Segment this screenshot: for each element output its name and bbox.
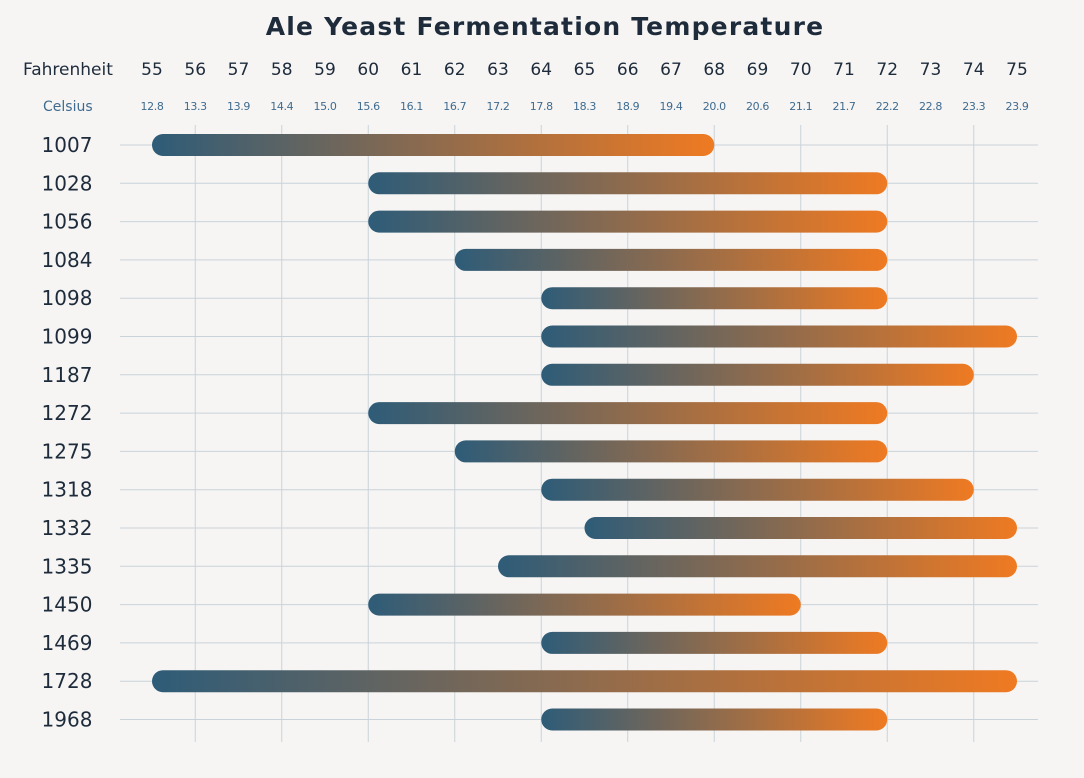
- fahrenheit-tick-label: 67: [660, 60, 682, 80]
- range-bar-1332: [584, 517, 1017, 539]
- range-bar-1728: [152, 670, 1017, 693]
- range-bar-1272: [368, 402, 888, 425]
- celsius-tick-label: 22.2: [876, 100, 899, 113]
- celsius-tick-label: 21.7: [833, 100, 856, 113]
- yeast-strain-label: 1056: [42, 210, 93, 234]
- range-bar-1469: [541, 631, 888, 654]
- celsius-tick-label: 15.0: [314, 100, 337, 113]
- celsius-axis-label: Celsius: [43, 99, 93, 115]
- fahrenheit-tick-label: 65: [574, 60, 596, 80]
- range-bar-1056: [368, 210, 888, 233]
- fahrenheit-tick-label: 56: [184, 60, 206, 80]
- chart-title: Ale Yeast Fermentation Temperature: [266, 12, 825, 41]
- yeast-strain-label: 1275: [42, 439, 93, 463]
- fahrenheit-tick-label: 60: [357, 60, 379, 80]
- celsius-tick-label: 23.9: [1006, 100, 1029, 113]
- celsius-tick-label: 16.7: [443, 100, 466, 113]
- range-bar-1450: [368, 593, 801, 616]
- celsius-tick-label: 21.1: [789, 100, 812, 113]
- yeast-strain-label: 1187: [42, 363, 93, 387]
- range-bar-1335: [498, 555, 1017, 578]
- fahrenheit-tick-label: 69: [747, 60, 769, 80]
- range-bar-1028: [368, 172, 888, 195]
- range-bars: [152, 134, 1017, 731]
- fahrenheit-tick-label: 58: [271, 60, 293, 80]
- celsius-tick-label: 12.8: [141, 100, 164, 113]
- yeast-strain-label: 1728: [42, 669, 93, 693]
- range-bar-1098: [541, 287, 888, 310]
- celsius-tick-label: 14.4: [270, 100, 293, 113]
- fahrenheit-tick-label: 75: [1006, 60, 1028, 80]
- category-labels: 1007 1028 1056 1084 1098 1099 1187 1272 1275 1318…: [42, 133, 93, 732]
- fahrenheit-tick-label: 55: [141, 60, 163, 80]
- fahrenheit-tick-label: 70: [790, 60, 812, 80]
- celsius-tick-label: 22.8: [919, 100, 942, 113]
- fahrenheit-tick-label: 72: [876, 60, 898, 80]
- fahrenheit-tick-label: 63: [487, 60, 509, 80]
- celsius-tick-label: 18.9: [616, 100, 639, 113]
- yeast-strain-label: 1099: [42, 325, 93, 349]
- celsius-tick-label: 20.6: [746, 100, 769, 113]
- celsius-tick-label: 13.9: [227, 100, 250, 113]
- celsius-tick-label: 17.2: [487, 100, 510, 113]
- range-bar-1318: [541, 478, 974, 501]
- yeast-strain-label: 1318: [42, 478, 93, 502]
- fahrenheit-tick-label: 66: [617, 60, 639, 80]
- range-bar-1099: [541, 325, 1017, 348]
- yeast-strain-label: 1469: [42, 631, 93, 655]
- range-bar-1968: [541, 708, 888, 731]
- range-bar-1187: [541, 363, 974, 386]
- celsius-tick-label: 17.8: [530, 100, 553, 113]
- yeast-strain-label: 1084: [42, 248, 93, 272]
- axis-ticks: 55 56 57 58 59 60 61 62 63 64 65 66 67 68 69 70 71 72 73 74…: [141, 60, 1030, 113]
- yeast-strain-label: 1272: [42, 401, 93, 425]
- celsius-tick-label: 16.1: [400, 100, 423, 113]
- fahrenheit-tick-label: 61: [401, 60, 423, 80]
- range-bar-1007: [152, 134, 715, 156]
- fahrenheit-tick-label: 74: [963, 60, 985, 80]
- yeast-strain-label: 1450: [42, 593, 93, 617]
- fahrenheit-axis-label: Fahrenheit: [23, 60, 113, 80]
- yeast-strain-label: 1098: [42, 286, 93, 310]
- celsius-tick-label: 18.3: [573, 100, 596, 113]
- range-bar-1275: [454, 440, 888, 463]
- yeast-strain-label: 1968: [42, 708, 93, 732]
- range-bar-1084: [454, 248, 888, 271]
- fahrenheit-tick-label: 71: [833, 60, 855, 80]
- celsius-tick-label: 20.0: [703, 100, 726, 113]
- fahrenheit-tick-label: 62: [444, 60, 466, 80]
- celsius-tick-label: 13.3: [184, 100, 207, 113]
- fahrenheit-tick-label: 59: [314, 60, 336, 80]
- fahrenheit-tick-label: 73: [920, 60, 942, 80]
- yeast-strain-label: 1028: [42, 171, 93, 195]
- yeast-strain-label: 1007: [42, 133, 93, 157]
- yeast-strain-label: 1332: [42, 516, 93, 540]
- celsius-tick-label: 19.4: [660, 100, 683, 113]
- fahrenheit-tick-label: 64: [530, 60, 552, 80]
- fahrenheit-tick-label: 57: [228, 60, 250, 80]
- celsius-tick-label: 23.3: [962, 100, 985, 113]
- celsius-tick-label: 15.6: [357, 100, 380, 113]
- yeast-strain-label: 1335: [42, 554, 93, 578]
- fahrenheit-tick-label: 68: [703, 60, 725, 80]
